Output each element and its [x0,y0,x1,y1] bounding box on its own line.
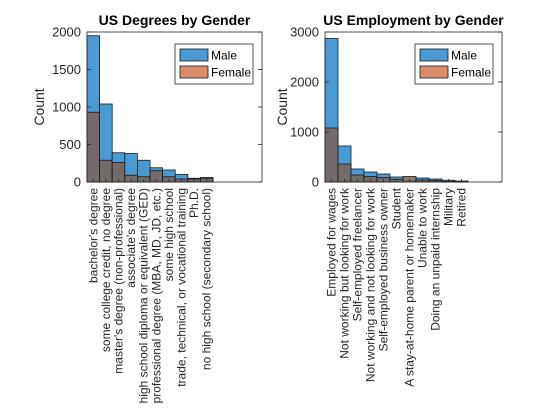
legend-swatch-female [179,65,209,79]
x-tick-label: Ph.D. [187,188,201,218]
x-tick-label: Not working but looking for work [338,187,352,359]
x-tick-label: Self-employed business owner [377,188,391,351]
legend-label: Female [451,66,491,80]
x-tick-label: high school diploma or equivalent (GED) [137,188,151,403]
chart-title: US Degrees by Gender [99,12,251,28]
y-tick-label: 1500 [52,62,81,77]
x-tick-label: master's degree (non-professional) [112,188,126,374]
x-tick-label: no high school (secondary school) [200,188,214,370]
y-tick-label: 2000 [52,25,81,40]
legend: Male Female [414,43,494,85]
y-tick-label: 3000 [290,25,319,40]
y-tick-label: 500 [59,137,81,152]
x-tick-label: Employed for wages [325,188,339,297]
x-tick-label: professional degree (MBA, MD, JD, etc.) [149,188,163,403]
axes-box [324,31,503,183]
y-axis-label: Count [274,88,290,125]
x-tick-label: Military [442,188,456,226]
bar-female-1 [99,159,113,183]
y-tick-label: 2000 [290,75,319,90]
y-axis-label: Count [31,88,47,125]
x-tick-label: some high school [162,188,176,281]
legend-swatch-male [179,48,209,62]
x-tick-label: Retired [455,188,469,227]
x-tick-label: A stay-at-home parent or homemaker [403,188,417,387]
x-tick-label: trade, technical, or vocational training [175,188,189,387]
legend-swatch-female [419,65,449,79]
bar-female-0 [86,111,101,183]
legend-label: Male [451,49,477,63]
y-tick-label: 0 [74,175,81,190]
x-tick-label: Not working and not looking for work [364,187,378,382]
bar-female-0 [324,127,339,183]
y-tick-label: 1000 [52,100,81,115]
x-tick-label: Student [390,187,404,229]
legend-label: Male [211,49,237,63]
legend: Male Female [174,43,254,85]
x-tick-label: Doing an unpaid internship [429,188,443,331]
x-tick-label: Unable to work [416,187,430,268]
x-tick-label: bachelor's degree [86,188,100,283]
y-tick-label: 1000 [290,125,319,140]
x-tick-label: some college credit, no degree [99,188,113,352]
chart-title: US Employment by Gender [323,12,504,28]
x-tick-label: Self-employed freelancer [351,188,365,321]
y-tick-label: 0 [312,175,319,190]
legend-label: Female [211,66,251,80]
legend-swatch-male [419,48,449,62]
x-tick-label: associate's degree [124,188,138,288]
